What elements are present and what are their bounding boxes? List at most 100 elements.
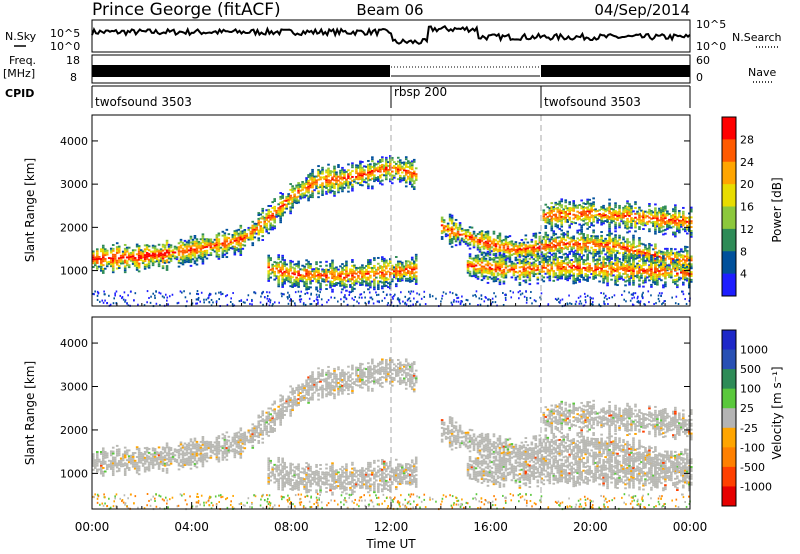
power-cell [536, 278, 540, 281]
power-cell [279, 195, 282, 198]
power-cell [257, 239, 261, 242]
power-cell [179, 262, 183, 265]
power-cell [381, 273, 384, 276]
power-cell [500, 264, 504, 267]
power-cell [644, 269, 647, 272]
power-cell [398, 176, 402, 179]
power-cell [522, 266, 526, 269]
power-cell [520, 250, 524, 253]
power-cell [662, 264, 665, 267]
power-cell [458, 222, 462, 225]
power-cell [560, 271, 564, 274]
power-cell [658, 270, 661, 273]
power-cell [596, 239, 599, 242]
power-cell [303, 283, 306, 286]
power-cell [365, 165, 368, 168]
power-cell [520, 248, 524, 251]
power-cell [319, 288, 322, 291]
power-cell [584, 222, 587, 225]
power-cell [339, 185, 342, 188]
power-cell [544, 235, 548, 238]
power-cell [578, 259, 581, 262]
power-cell [295, 282, 298, 285]
power-cell [442, 225, 446, 228]
power-cell [303, 194, 306, 197]
power-cell [662, 229, 665, 232]
power-cell [269, 228, 272, 231]
power-cell [576, 251, 579, 254]
power-cell [311, 172, 314, 175]
power-cell [331, 280, 334, 283]
power-cell [560, 219, 564, 222]
power-cell [540, 243, 544, 246]
power-cell [137, 254, 141, 257]
power-cell [610, 265, 613, 268]
power-cell [149, 260, 153, 263]
power-cell [271, 226, 274, 229]
power-cell [165, 249, 169, 252]
power-cell [666, 214, 669, 217]
power-cell [494, 247, 498, 249]
power-cell [365, 268, 368, 271]
power-cell [412, 174, 416, 177]
power-cell [592, 256, 595, 259]
power-cell [578, 211, 581, 214]
power-cell [690, 255, 693, 258]
power-cell [678, 227, 681, 230]
power-cell [239, 234, 243, 237]
power-cell [325, 264, 328, 267]
power-cell [674, 261, 677, 264]
power-cell [642, 224, 645, 227]
power-cell [526, 260, 530, 263]
power-cell [560, 198, 564, 201]
power-cell [584, 206, 587, 209]
power-cell [452, 222, 456, 225]
power-cell [155, 254, 159, 257]
power-cell [672, 233, 675, 236]
power-cell [616, 215, 619, 218]
power-cell [510, 276, 514, 279]
power-cell [646, 221, 649, 224]
power-cell [650, 283, 653, 286]
power-cell [492, 248, 496, 251]
power-cell [103, 259, 107, 262]
power-cell [309, 174, 312, 177]
power-cell [203, 250, 207, 252]
power-cell [135, 264, 139, 267]
power-cell [329, 270, 332, 273]
power-cell [662, 259, 665, 262]
power-cell [478, 239, 482, 242]
power-cell [652, 224, 655, 227]
power-cell [474, 254, 478, 257]
power-cell [381, 179, 384, 182]
power-cell [387, 262, 390, 265]
power-cell [167, 249, 171, 252]
power-cell [600, 215, 603, 218]
power-cell [542, 237, 546, 240]
power-cell [233, 253, 237, 256]
power-cell [502, 280, 506, 283]
power-cell [564, 258, 568, 261]
power-cell [654, 209, 657, 212]
power-speckle [505, 294, 507, 297]
power-cell [398, 163, 402, 166]
power-cell [209, 244, 213, 247]
power-cell [592, 252, 595, 255]
power-cell [446, 230, 450, 233]
power-cell [596, 250, 599, 253]
power-cell [157, 243, 161, 246]
power-speckle [558, 301, 560, 304]
power-cell [247, 238, 251, 241]
power-cell [361, 178, 364, 181]
power-cell [191, 242, 195, 245]
power-cell [484, 269, 488, 272]
power-cell [277, 275, 280, 278]
power-speckle [570, 302, 573, 305]
power-cell [642, 285, 645, 288]
power-cell [530, 262, 534, 265]
power-cell [462, 238, 466, 241]
power-cell [580, 238, 583, 241]
power-cell [572, 207, 575, 210]
power-cell [580, 199, 583, 202]
power-cell [468, 241, 472, 244]
